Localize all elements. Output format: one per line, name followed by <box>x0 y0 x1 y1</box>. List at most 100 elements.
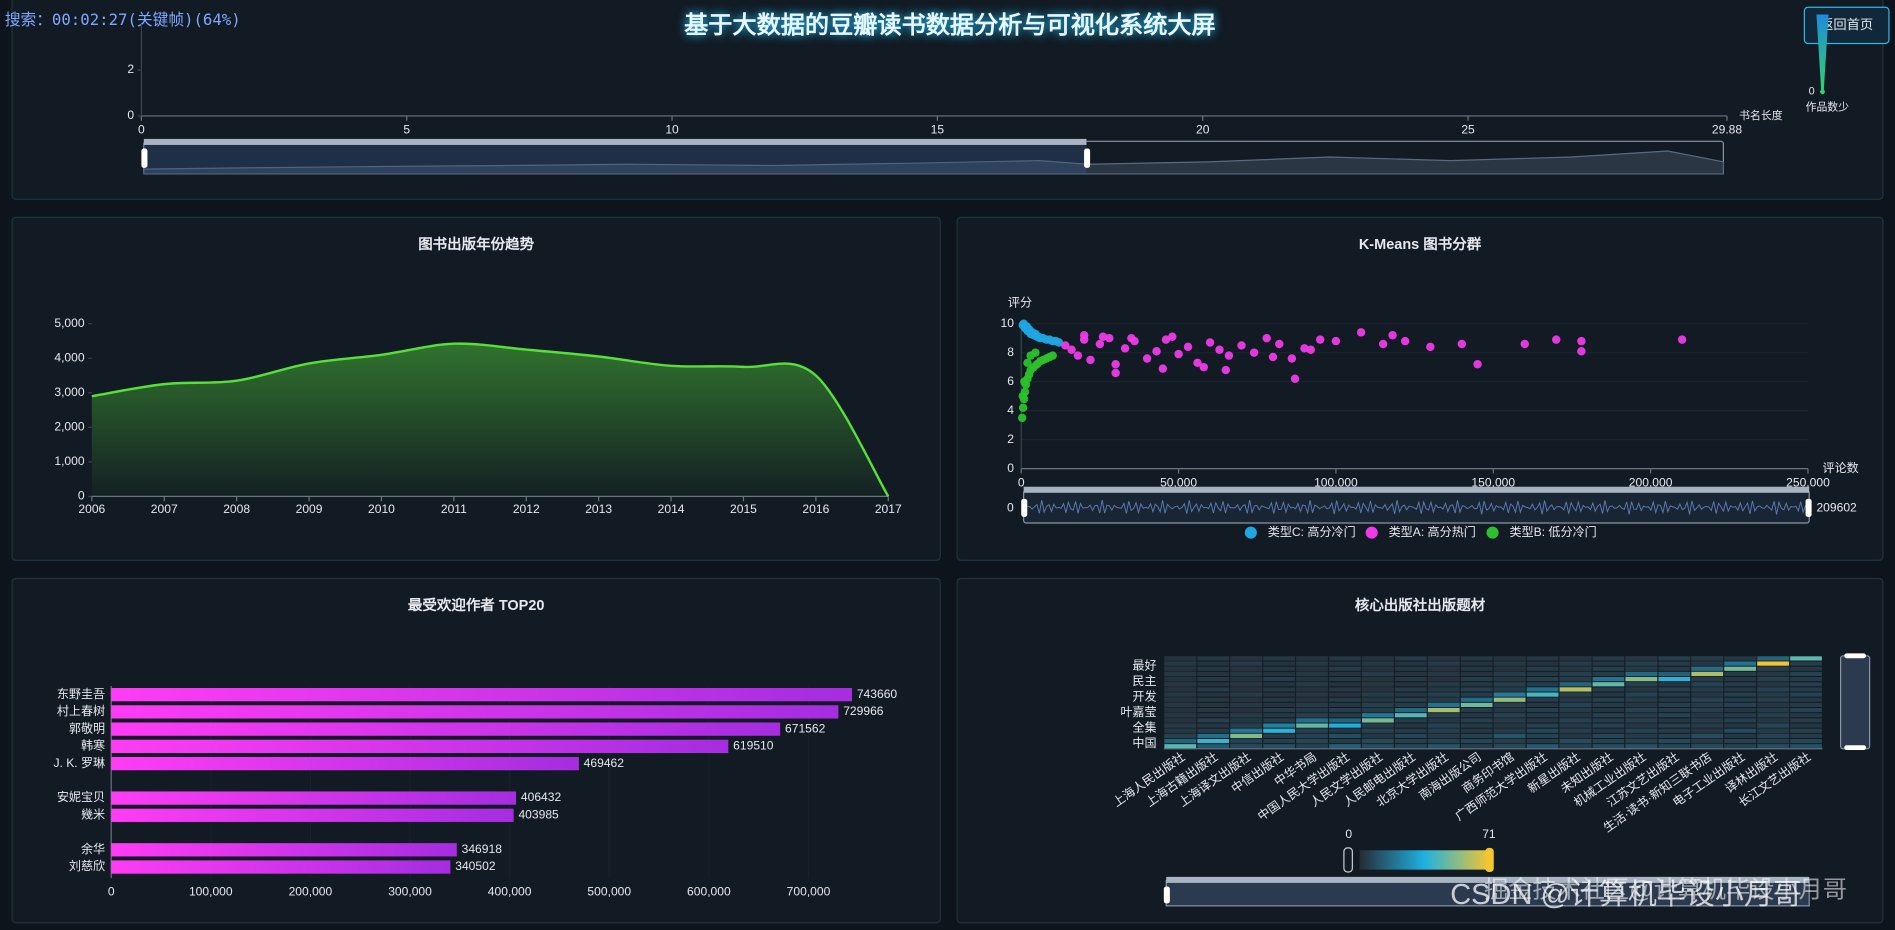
heat-cell[interactable] <box>1362 671 1394 677</box>
bar[interactable] <box>111 688 853 702</box>
heat-cell[interactable] <box>1724 707 1757 713</box>
heat-cell[interactable] <box>1362 733 1394 739</box>
heat-cell[interactable] <box>1263 676 1295 682</box>
heat-cell[interactable] <box>1427 656 1460 661</box>
heat-cell[interactable] <box>1790 666 1822 671</box>
heat-cell[interactable] <box>1460 697 1493 702</box>
bar[interactable] <box>111 791 517 805</box>
heat-cell[interactable] <box>1559 671 1592 677</box>
heat-cell[interactable] <box>1394 702 1427 708</box>
heat-cell[interactable] <box>1427 676 1460 682</box>
heat-cell[interactable] <box>1493 661 1526 666</box>
heat-cell[interactable] <box>1658 666 1691 671</box>
heat-cell[interactable] <box>1394 707 1427 713</box>
heat-cell[interactable] <box>1592 733 1625 739</box>
heat-cell[interactable] <box>1263 666 1295 671</box>
visual-map-handle[interactable] <box>1343 847 1353 873</box>
heat-cell[interactable] <box>1296 666 1328 671</box>
heat-cell[interactable] <box>1691 744 1724 749</box>
heat-cell[interactable] <box>1658 733 1691 739</box>
heat-cell[interactable] <box>1427 707 1460 713</box>
heat-cell[interactable] <box>1757 661 1789 666</box>
zoom-handle[interactable] <box>1021 498 1028 517</box>
heat-cell[interactable] <box>1296 702 1328 708</box>
heat-cell[interactable] <box>1263 723 1295 728</box>
heat-cell[interactable] <box>1658 707 1691 713</box>
heat-cell[interactable] <box>1493 692 1526 697</box>
heat-cell[interactable] <box>1493 728 1526 733</box>
heat-cell[interactable] <box>1230 666 1263 671</box>
heat-cell[interactable] <box>1197 671 1230 677</box>
heat-cell[interactable] <box>1329 728 1361 733</box>
heat-cell[interactable] <box>1394 718 1427 723</box>
heat-cell[interactable] <box>1526 676 1559 682</box>
legend-label[interactable]: 类型A: 高分热门 <box>1389 524 1476 539</box>
heat-cell[interactable] <box>1790 682 1822 687</box>
heat-cell[interactable] <box>1460 713 1493 718</box>
heat-cell[interactable] <box>1757 738 1789 744</box>
heat-cell[interactable] <box>1790 718 1822 723</box>
legend-label[interactable]: 类型B: 低分冷门 <box>1509 524 1596 539</box>
heat-cell[interactable] <box>1526 718 1559 723</box>
heat-cell[interactable] <box>1592 728 1625 733</box>
heat-cell[interactable] <box>1691 687 1724 692</box>
heat-cell[interactable] <box>1197 738 1230 744</box>
heat-cell[interactable] <box>1625 707 1658 713</box>
heat-cell[interactable] <box>1559 656 1592 661</box>
heat-cell[interactable] <box>1493 707 1526 713</box>
heat-cell[interactable] <box>1230 713 1263 718</box>
heat-cell[interactable] <box>1658 687 1691 692</box>
heat-cell[interactable] <box>1559 666 1592 671</box>
zoom-handle[interactable] <box>1805 498 1812 517</box>
heat-cell[interactable] <box>1691 666 1724 671</box>
heat-cell[interactable] <box>1197 702 1230 708</box>
heat-cell[interactable] <box>1362 661 1394 666</box>
heat-cell[interactable] <box>1460 718 1493 723</box>
heat-cell[interactable] <box>1724 733 1757 739</box>
heat-cell[interactable] <box>1724 702 1757 708</box>
heat-cell[interactable] <box>1757 733 1789 739</box>
heat-cell[interactable] <box>1526 692 1559 697</box>
heat-cell[interactable] <box>1625 692 1658 697</box>
heat-cell[interactable] <box>1362 682 1394 687</box>
heat-cell[interactable] <box>1592 687 1625 692</box>
heat-cell[interactable] <box>1394 733 1427 739</box>
zoom-handle[interactable] <box>1084 148 1091 168</box>
heat-cell[interactable] <box>1790 728 1822 733</box>
heat-cell[interactable] <box>1164 738 1197 744</box>
heat-cell[interactable] <box>1658 718 1691 723</box>
heat-cell[interactable] <box>1427 744 1460 749</box>
heat-cell[interactable] <box>1592 661 1625 666</box>
heat-cell[interactable] <box>1625 702 1658 708</box>
heat-cell[interactable] <box>1625 682 1658 687</box>
heat-cell[interactable] <box>1790 692 1822 697</box>
heat-cell[interactable] <box>1427 728 1460 733</box>
heat-cell[interactable] <box>1394 666 1427 671</box>
heat-cell[interactable] <box>1230 656 1263 661</box>
heat-cell[interactable] <box>1493 697 1526 702</box>
heat-cell[interactable] <box>1559 702 1592 708</box>
heat-cell[interactable] <box>1164 697 1197 702</box>
heat-cell[interactable] <box>1658 697 1691 702</box>
heat-cell[interactable] <box>1559 744 1592 749</box>
heat-cell[interactable] <box>1164 687 1197 692</box>
heat-cell[interactable] <box>1493 713 1526 718</box>
heat-cell[interactable] <box>1164 692 1197 697</box>
heat-cell[interactable] <box>1296 728 1328 733</box>
bar[interactable] <box>111 722 781 736</box>
heat-cell[interactable] <box>1526 697 1559 702</box>
bar[interactable] <box>111 860 451 874</box>
heat-cell[interactable] <box>1526 687 1559 692</box>
heat-cell[interactable] <box>1691 718 1724 723</box>
heat-cell[interactable] <box>1493 733 1526 739</box>
heat-cell[interactable] <box>1263 718 1295 723</box>
heat-cell[interactable] <box>1427 661 1460 666</box>
heat-cell[interactable] <box>1329 687 1361 692</box>
heat-cell[interactable] <box>1658 671 1691 677</box>
heat-cell[interactable] <box>1724 687 1757 692</box>
heat-cell[interactable] <box>1724 728 1757 733</box>
heat-cell[interactable] <box>1592 718 1625 723</box>
heat-cell[interactable] <box>1230 692 1263 697</box>
heat-cell[interactable] <box>1592 666 1625 671</box>
heat-cell[interactable] <box>1559 661 1592 666</box>
